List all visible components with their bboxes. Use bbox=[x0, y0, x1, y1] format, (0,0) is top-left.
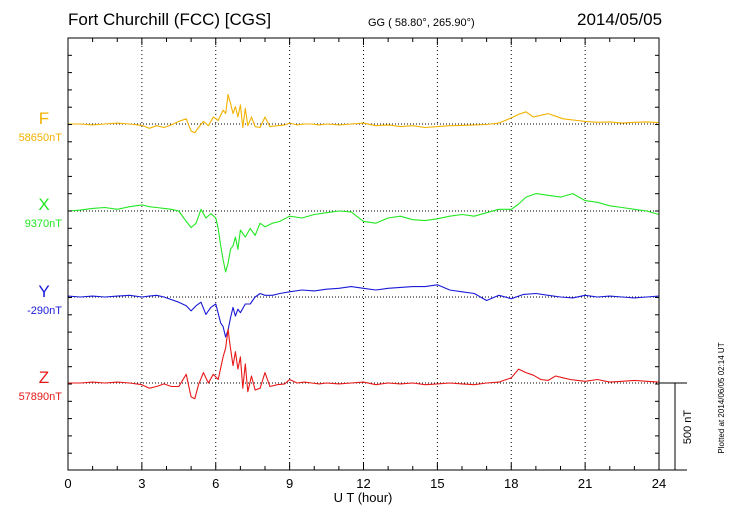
baseline-value-f: 58650nT bbox=[19, 132, 63, 144]
baseline-value-x: 9370nT bbox=[25, 218, 63, 230]
plot-date: 2014/05/05 bbox=[577, 10, 663, 29]
series-line-x bbox=[67, 193, 660, 273]
component-label-y: Y bbox=[38, 282, 49, 301]
x-tick-label: 3 bbox=[138, 476, 145, 491]
component-label-x: X bbox=[38, 195, 49, 214]
scale-bar: 500 nT bbox=[659, 382, 694, 471]
baseline-value-y: -290nT bbox=[27, 305, 62, 317]
series-layer bbox=[67, 93, 660, 400]
x-tick-label: 21 bbox=[578, 476, 592, 491]
component-label-f: F bbox=[39, 109, 49, 128]
x-tick-label: 15 bbox=[430, 476, 444, 491]
station-coords: GG ( 58.80°, 265.90°) bbox=[368, 17, 475, 29]
grid-layer bbox=[141, 38, 586, 470]
x-axis-title: U T (hour) bbox=[334, 490, 393, 505]
station-title: Fort Churchill (FCC) [CGS] bbox=[68, 10, 272, 29]
series-line-f bbox=[68, 93, 660, 134]
baseline-value-z: 57890nT bbox=[19, 391, 63, 403]
x-tick-label: 12 bbox=[356, 476, 370, 491]
x-tick-label: 6 bbox=[212, 476, 219, 491]
x-tick-label: 24 bbox=[652, 476, 666, 491]
component-label-z: Z bbox=[39, 368, 49, 387]
x-tick-label: 9 bbox=[286, 476, 293, 491]
series-line-y bbox=[67, 284, 660, 338]
tick-layer: 0 3 6 9 12 15 18 21 24 bbox=[64, 38, 666, 491]
scale-bar-label: 500 nT bbox=[682, 410, 694, 445]
x-tick-label: 0 bbox=[64, 476, 71, 491]
x-tick-label: 18 bbox=[504, 476, 518, 491]
series-line-z bbox=[68, 328, 660, 400]
plotted-timestamp: Plotted at 2014/06/05 02:14 UT bbox=[717, 342, 726, 453]
label-layer: F 58650nT X 9370nT Y -290nT Z 57890nT bbox=[19, 109, 63, 403]
